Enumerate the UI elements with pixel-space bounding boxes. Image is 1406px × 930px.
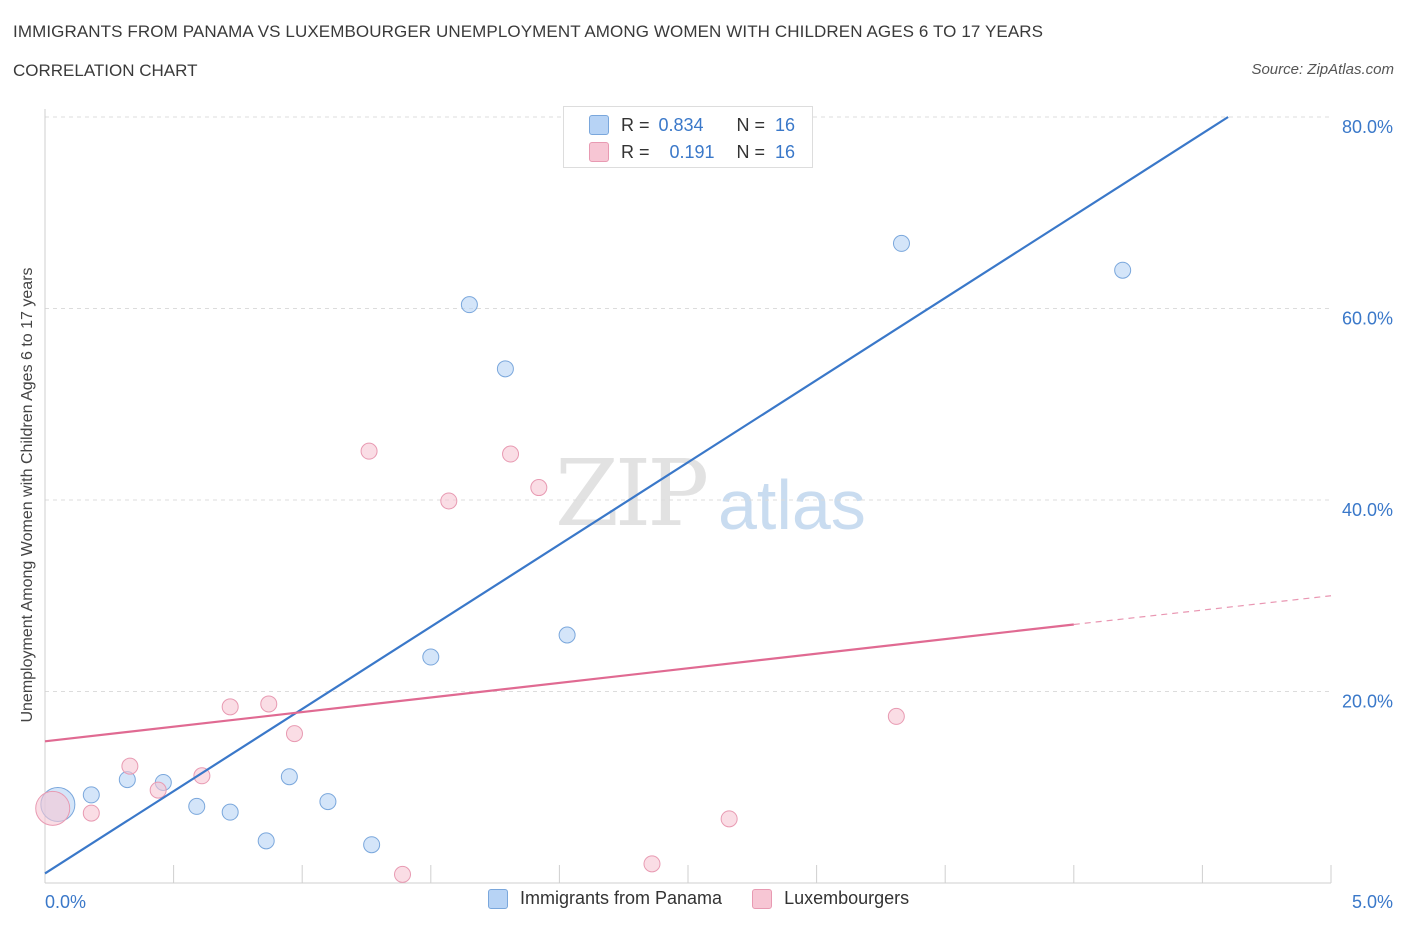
data-point-panama: [257, 832, 275, 850]
n-label: N =: [736, 141, 766, 162]
y-tick-label: 60.0%: [1342, 309, 1393, 329]
data-point-panama: [82, 786, 100, 804]
data-point-luxembourgers: [149, 781, 167, 799]
data-point-panama: [280, 768, 298, 786]
trend-line-extension-luxembourgers: [1073, 595, 1332, 626]
legend: Immigrants from Panama Luxembourgers: [488, 888, 939, 909]
y-tick-label: 80.0%: [1342, 117, 1393, 137]
data-point-panama: [892, 234, 910, 252]
data-point-panama: [558, 626, 576, 644]
stats-box: R = 0.834 N = 16 R = 0.191 N = 16: [563, 106, 813, 168]
r-label: R =: [621, 141, 650, 162]
data-point-luxembourgers: [502, 445, 520, 463]
r-value: 0.834: [658, 114, 704, 135]
data-point-luxembourgers: [285, 725, 303, 743]
data-point-panama: [221, 803, 239, 821]
data-point-luxembourgers: [221, 698, 239, 716]
x-tick-label: 0.0%: [45, 892, 86, 912]
n-value: 16: [775, 114, 796, 135]
data-point-luxembourgers: [260, 695, 278, 713]
trend-line-panama: [44, 116, 1229, 875]
r-value: 0.191: [669, 141, 715, 162]
stats-swatch-panama: [589, 115, 609, 135]
data-point-luxembourgers: [360, 442, 378, 460]
data-point-luxembourgers: [887, 707, 905, 725]
legend-item-panama[interactable]: Immigrants from Panama: [488, 888, 722, 909]
legend-swatch-panama: [488, 888, 508, 909]
stats-row-luxembourgers: R = 0.191 N = 16: [589, 140, 795, 164]
data-point-luxembourgers: [82, 804, 100, 822]
data-point-panama: [188, 797, 206, 815]
legend-swatch-luxembourgers: [752, 888, 773, 909]
n-label: N =: [736, 114, 766, 135]
stats-swatch-luxembourgers: [589, 142, 609, 162]
data-point-panama: [460, 296, 478, 314]
trend-line-luxembourgers: [44, 623, 1074, 743]
data-point-luxembourgers: [394, 865, 412, 883]
data-point-panama: [496, 360, 514, 378]
data-point-luxembourgers: [440, 492, 458, 510]
data-point-panama: [1114, 261, 1132, 279]
data-point-luxembourgers: [720, 810, 738, 828]
data-point-luxembourgers: [35, 790, 71, 826]
n-value: 16: [775, 141, 796, 162]
chart-title: IMMIGRANTS FROM PANAMA VS LUXEMBOURGER U…: [13, 22, 1044, 41]
r-label: R =: [621, 114, 650, 135]
legend-item-luxembourgers[interactable]: Luxembourgers: [752, 888, 909, 909]
watermark-zip: ZIP: [555, 440, 709, 547]
watermark-atlas: atlas: [718, 466, 866, 544]
chart-subtitle: CORRELATION CHART: [13, 61, 198, 80]
data-point-panama: [363, 836, 381, 854]
legend-label-luxembourgers: Luxembourgers: [784, 888, 910, 908]
source-label: Source: ZipAtlas.com: [1251, 61, 1394, 78]
y-tick-label: 40.0%: [1342, 500, 1393, 520]
data-point-panama: [319, 793, 337, 811]
y-tick-label: 20.0%: [1342, 692, 1393, 712]
data-point-luxembourgers: [530, 479, 548, 497]
data-point-luxembourgers: [643, 855, 661, 873]
stats-row-panama: R = 0.834 N = 16: [589, 113, 795, 137]
data-point-luxembourgers: [121, 757, 139, 775]
data-point-panama: [422, 648, 440, 666]
x-tick-label: 5.0%: [1352, 892, 1393, 912]
legend-label-panama: Immigrants from Panama: [520, 888, 723, 908]
